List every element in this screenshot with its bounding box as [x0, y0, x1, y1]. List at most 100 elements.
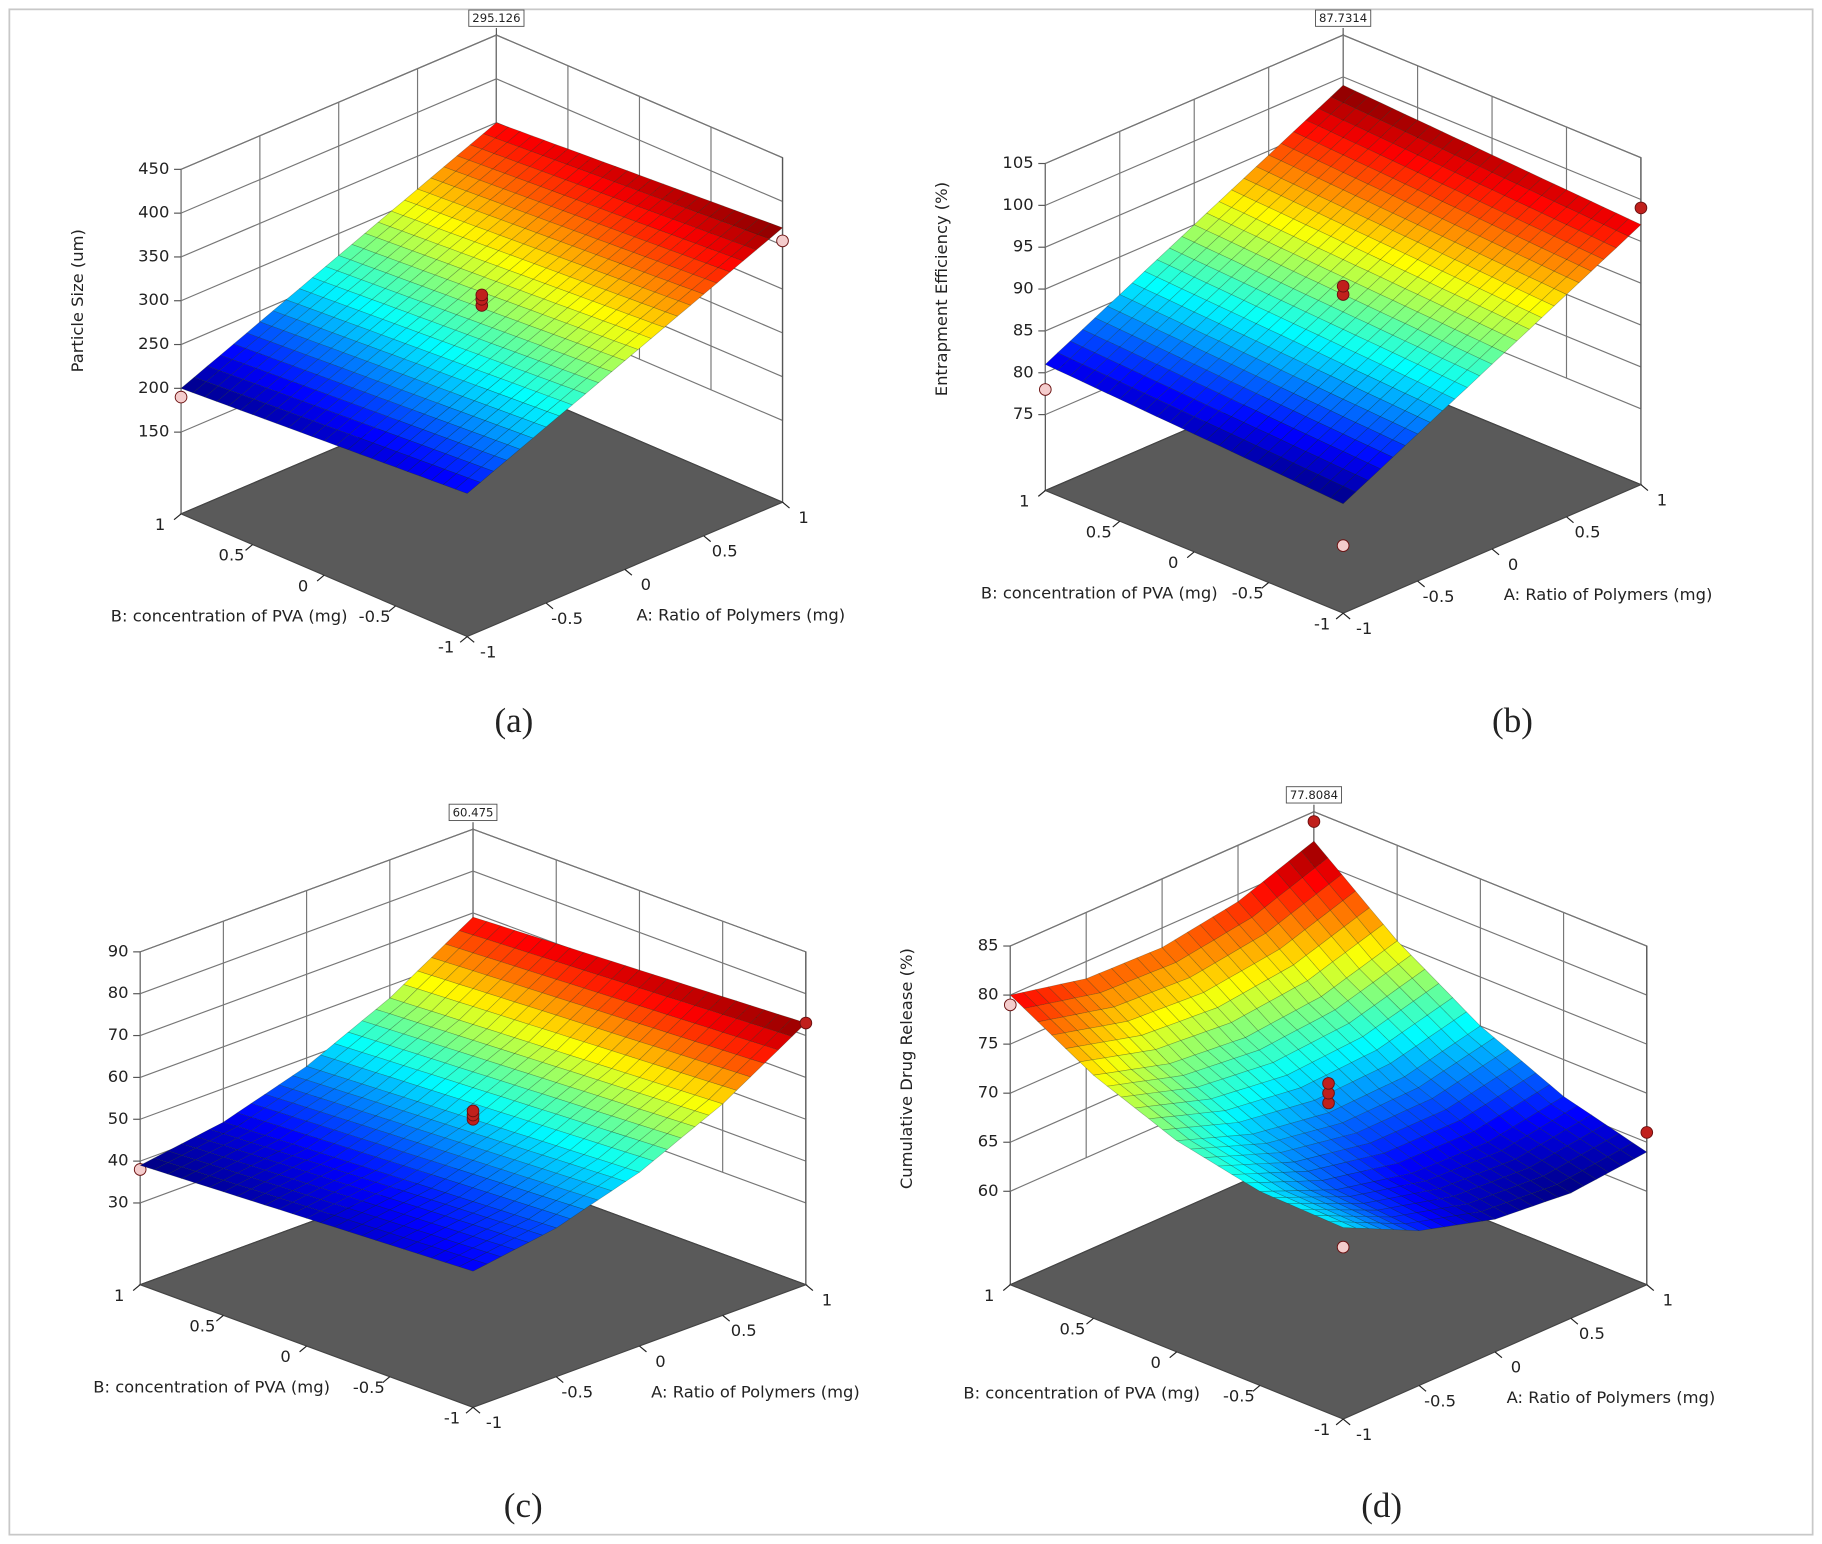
surface-patch — [382, 308, 409, 325]
surface-patch — [541, 961, 571, 980]
surface-patch — [555, 1118, 585, 1135]
surface-patch — [541, 1082, 571, 1099]
surface-patch — [268, 345, 296, 362]
surface-patch — [611, 1019, 641, 1038]
surface-patch — [535, 380, 563, 397]
surface-patch — [387, 246, 414, 263]
surface-patch — [583, 1186, 613, 1201]
y-tick — [1186, 551, 1195, 559]
x-tick-label: 0 — [1511, 1358, 1521, 1377]
x-tick-label: 1 — [1663, 1291, 1673, 1310]
surface-patch — [486, 1233, 516, 1246]
surface-patch — [694, 1099, 724, 1116]
caption: (d) — [1361, 1486, 1402, 1525]
y-tick-label: -0.5 — [1223, 1387, 1255, 1406]
surface-patch — [500, 947, 530, 967]
y-tick-label: 1 — [1019, 492, 1029, 511]
surface-patch — [722, 1036, 751, 1055]
surface-patch — [1394, 1126, 1423, 1143]
surface-patch — [602, 309, 630, 326]
surface-patch — [458, 1236, 488, 1249]
surface-patch — [416, 975, 446, 994]
surface-patch — [430, 1203, 460, 1217]
surface-patch — [1092, 1073, 1121, 1087]
surface-patch — [653, 296, 680, 313]
surface-patch — [1370, 1152, 1399, 1167]
surface-patch — [652, 1032, 682, 1051]
surface-patch — [1403, 1067, 1432, 1089]
surface-patch — [1413, 1190, 1442, 1202]
x-axis-label: A: Ratio of Polymers (mg) — [651, 1382, 860, 1401]
x-tick — [703, 535, 712, 543]
x-tick — [555, 1376, 564, 1383]
design-point — [133, 1163, 147, 1176]
surface-patch — [652, 996, 682, 1016]
surface-patch — [611, 1036, 641, 1056]
surface-patch — [303, 374, 330, 391]
surface-patch — [389, 1081, 419, 1098]
surface-patch — [541, 1066, 571, 1083]
y-tick-label: 0.5 — [1059, 1319, 1085, 1338]
surface-patch — [292, 354, 319, 371]
x-tick — [639, 1345, 647, 1353]
surface-patch — [652, 1014, 682, 1033]
surface-patch — [1167, 1040, 1196, 1060]
surface-patch — [389, 1179, 419, 1192]
surface-patch — [310, 281, 337, 298]
surface-patch — [655, 265, 682, 282]
surface-patch — [279, 365, 306, 382]
x-tick — [466, 636, 475, 643]
surface-patch — [569, 1138, 599, 1155]
surface-patch — [708, 1049, 738, 1069]
surface-patch — [514, 1073, 544, 1090]
surface-patch — [458, 952, 488, 972]
z-tick-label: 80 — [978, 985, 999, 1004]
surface-patch — [1429, 392, 1456, 412]
surface-patch — [613, 329, 640, 346]
surface-patch — [555, 1134, 585, 1151]
surface-patch — [319, 1043, 349, 1060]
surface-patch — [666, 1090, 696, 1107]
surface-patch — [486, 961, 516, 980]
surface-patch — [1467, 1211, 1496, 1222]
surface-patch — [228, 394, 255, 411]
annotation-box — [448, 803, 498, 822]
surface-patch — [359, 442, 386, 459]
surface-patch — [514, 1120, 544, 1138]
surface-patch — [1283, 1181, 1312, 1191]
surface-patch — [444, 983, 474, 1003]
grid-line — [180, 122, 497, 258]
surface-patch — [763, 1031, 793, 1051]
z-tick-label: 450 — [138, 159, 169, 178]
x-tick-label: -1 — [1356, 1425, 1372, 1444]
surface-patch — [471, 261, 498, 278]
x-tick-label: 0 — [641, 575, 651, 594]
grid-line — [1313, 860, 1648, 996]
surface-patch — [180, 1170, 211, 1184]
surface-patch — [369, 318, 396, 336]
surface-patch — [486, 925, 516, 945]
surface-patch — [514, 1105, 544, 1122]
x-tick-label: -0.5 — [551, 609, 583, 628]
grid-line — [1010, 811, 1315, 947]
surface-patch — [416, 1245, 447, 1259]
z-tick-label: 350 — [138, 246, 169, 265]
surface-patch — [1156, 1063, 1184, 1078]
surface-patch — [500, 1173, 530, 1188]
surface-patch — [1062, 1014, 1091, 1031]
surface-patch — [405, 316, 433, 333]
grid-line — [139, 912, 474, 1037]
y-tick — [1086, 1317, 1094, 1325]
surface-patch — [555, 1019, 585, 1038]
surface-patch — [319, 1157, 349, 1170]
surface-patch — [1280, 445, 1307, 464]
surface-patch — [708, 1031, 738, 1051]
surface-patch — [541, 1113, 571, 1131]
surface-patch — [1175, 1139, 1205, 1150]
surface-patch — [389, 1049, 419, 1066]
surface-patch — [555, 1102, 585, 1119]
surface-patch — [514, 1005, 543, 1025]
surface-patch — [252, 403, 279, 420]
grid-line — [472, 870, 807, 995]
y-tick — [173, 513, 182, 521]
